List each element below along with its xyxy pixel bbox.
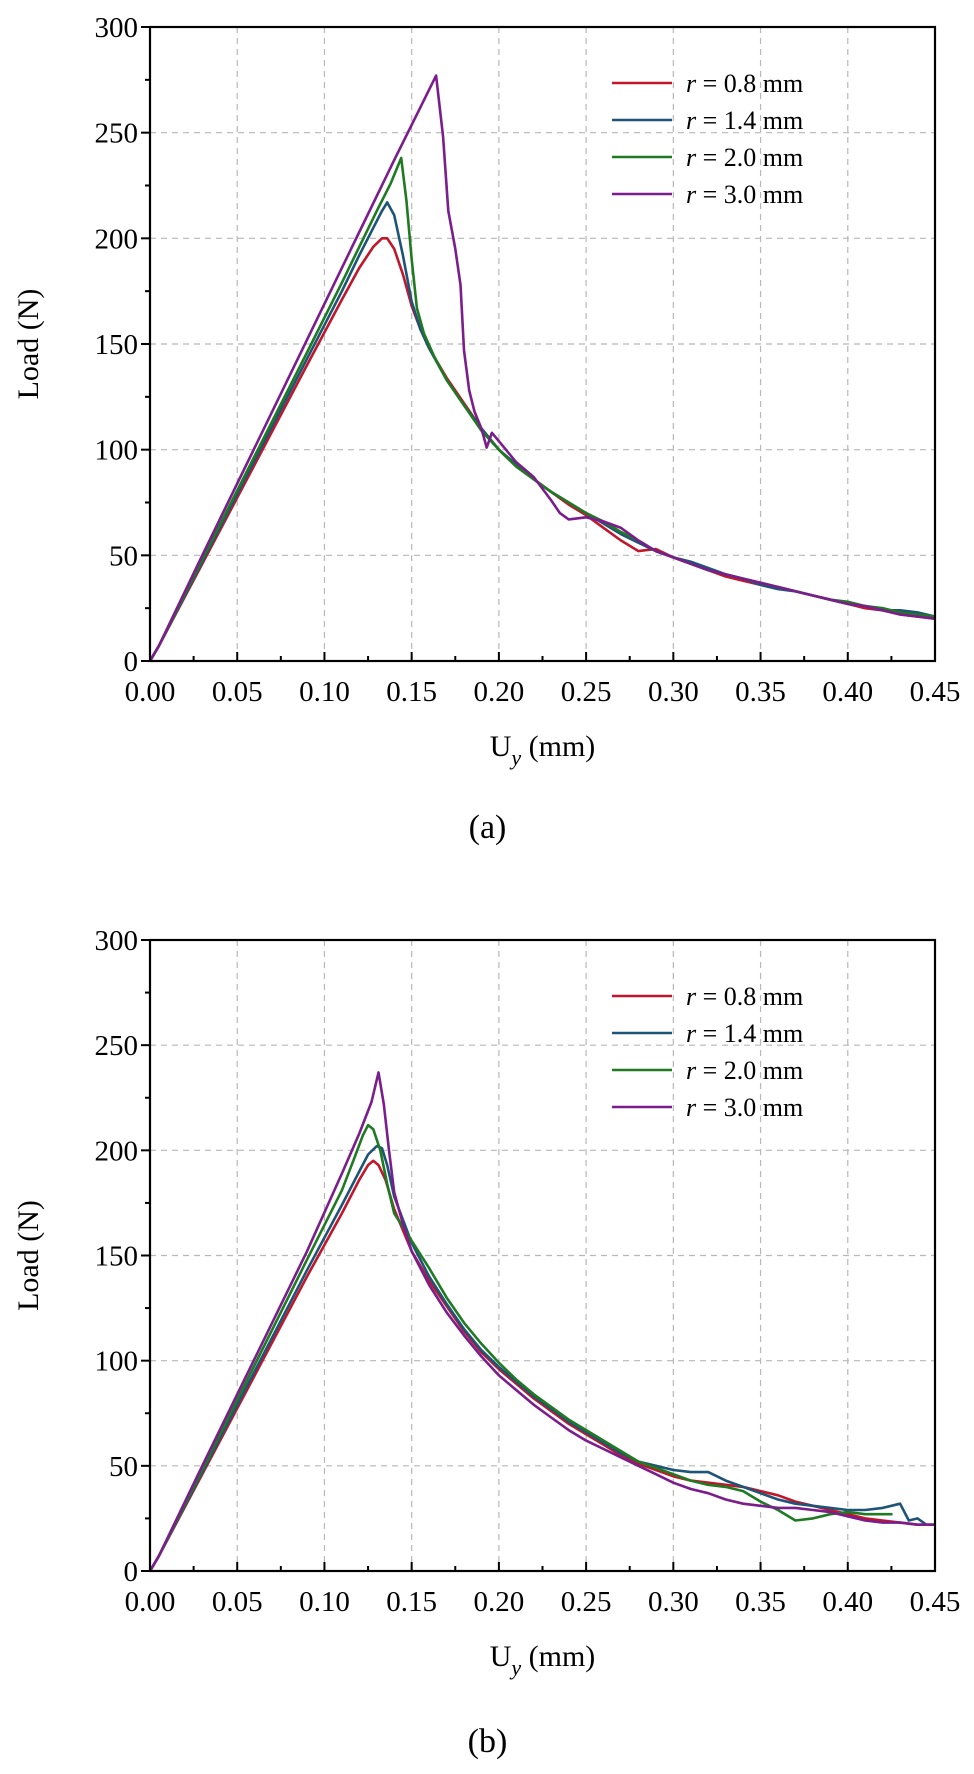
series-line-r30 xyxy=(150,74,935,661)
y-tick-label: 50 xyxy=(109,540,138,572)
y-axis-title: Load (N) xyxy=(12,289,45,400)
x-tick-label: 0.15 xyxy=(386,676,437,708)
x-tick-label: 0.00 xyxy=(125,1586,176,1618)
series-line-r20 xyxy=(150,156,935,661)
x-axis-title: Uy (mm) xyxy=(490,730,596,770)
legend-label-r08: r = 0.8 mm xyxy=(686,982,803,1011)
legend-label-r14: r = 1.4 mm xyxy=(686,106,803,135)
y-tick-label: 200 xyxy=(95,1135,139,1167)
y-tick-label: 100 xyxy=(95,435,139,467)
y-tick-label: 100 xyxy=(95,1346,139,1378)
y-tick-label: 0 xyxy=(124,1556,139,1588)
panel-label: (a) xyxy=(469,809,507,846)
legend-label-r30: r = 3.0 mm xyxy=(686,180,803,209)
x-tick-label: 0.30 xyxy=(648,676,699,708)
legend-label-r14: r = 1.4 mm xyxy=(686,1019,803,1048)
legend-label-r20: r = 2.0 mm xyxy=(686,1056,803,1085)
x-tick-label: 0.00 xyxy=(125,676,176,708)
x-tick-label: 0.40 xyxy=(822,676,873,708)
x-tick-label: 0.10 xyxy=(299,1586,350,1618)
plot-frame xyxy=(148,25,937,663)
y-tick-label: 50 xyxy=(109,1451,138,1483)
x-axis-title: Uy (mm) xyxy=(490,1640,596,1680)
y-tick-label: 300 xyxy=(95,925,139,957)
legend-label-r08: r = 0.8 mm xyxy=(686,69,803,98)
x-tick-label: 0.35 xyxy=(735,1586,786,1618)
x-tick-label: 0.35 xyxy=(735,676,786,708)
x-tick-label: 0.05 xyxy=(212,1586,263,1618)
series-line-r30 xyxy=(150,1071,935,1571)
series-line-r14 xyxy=(150,1144,935,1571)
y-axis-title: Load (N) xyxy=(12,1200,45,1311)
y-tick-label: 150 xyxy=(95,1241,139,1273)
legend-label-r30: r = 3.0 mm xyxy=(686,1093,803,1122)
x-tick-label: 0.20 xyxy=(474,1586,525,1618)
series-group xyxy=(150,1071,935,1571)
legend: r = 0.8 mm r = 1.4 mm r = 2.0 mm r = 3.0 mm xyxy=(612,69,803,209)
x-tick-label: 0.05 xyxy=(212,676,263,708)
x-tick-label: 0.25 xyxy=(561,1586,612,1618)
y-tick-label: 0 xyxy=(124,646,139,678)
plot-frame xyxy=(148,938,937,1573)
x-tick-label: 0.30 xyxy=(648,1586,699,1618)
x-tick-label: 0.25 xyxy=(561,676,612,708)
y-tick-label: 250 xyxy=(95,1030,139,1062)
series-group xyxy=(150,74,935,661)
series-line-r20 xyxy=(150,1123,893,1571)
y-tick-label: 250 xyxy=(95,118,139,150)
panel-label: (b) xyxy=(468,1723,508,1760)
y-tick-label: 200 xyxy=(95,223,139,255)
x-tick-label: 0.40 xyxy=(822,1586,873,1618)
legend: r = 0.8 mm r = 1.4 mm r = 2.0 mm r = 3.0 mm xyxy=(612,982,803,1122)
x-tick-label: 0.10 xyxy=(299,676,350,708)
x-tick-label: 0.20 xyxy=(474,676,525,708)
legend-label-r20: r = 2.0 mm xyxy=(686,143,803,172)
x-tick-label: 0.15 xyxy=(386,1586,437,1618)
x-tick-label: 0.45 xyxy=(910,1586,961,1618)
y-tick-label: 300 xyxy=(95,12,139,44)
chart-panel-a: 0.00 0.05 0.10 0.15 0.20 0.25 0.30 0.35 0.40 0.45… xyxy=(12,12,960,846)
y-tick-label: 150 xyxy=(95,329,139,361)
chart-panel-b: 0.00 0.05 0.10 0.15 0.20 0.25 0.30 0.35 0.40 0.45… xyxy=(12,925,960,1760)
x-tick-label: 0.45 xyxy=(910,676,961,708)
